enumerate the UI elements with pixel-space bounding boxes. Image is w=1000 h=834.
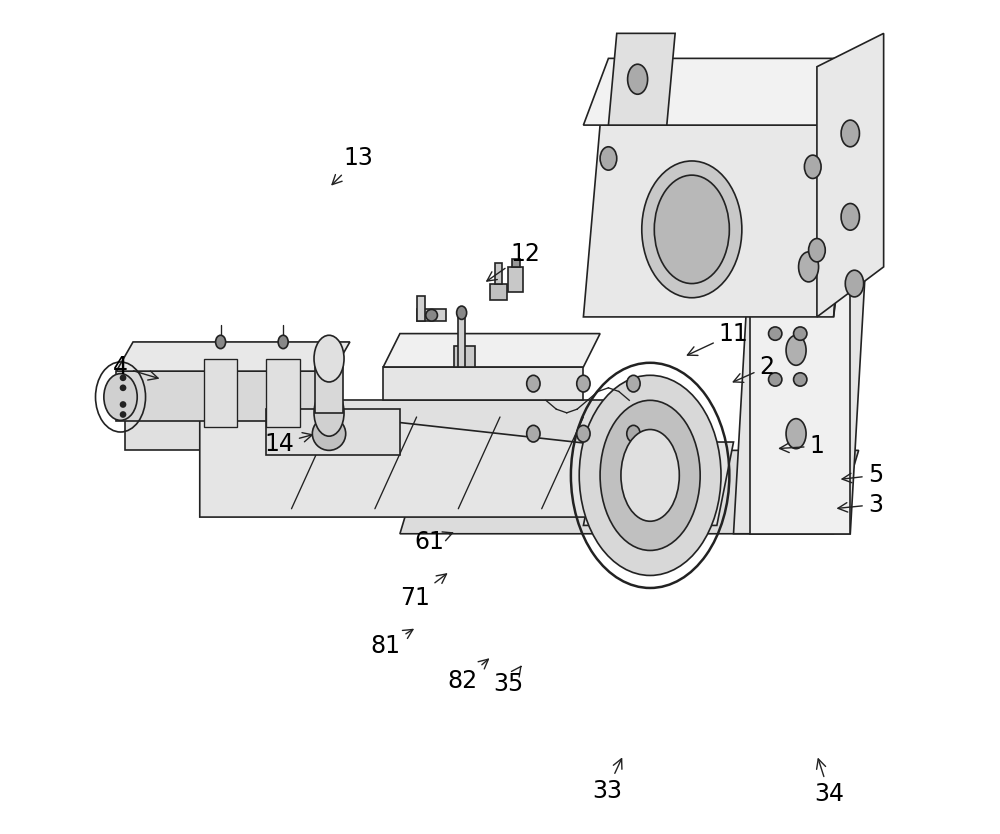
Polygon shape xyxy=(583,125,850,317)
Ellipse shape xyxy=(577,375,590,392)
Ellipse shape xyxy=(841,203,859,230)
Bar xyxy=(508,267,523,292)
Text: 33: 33 xyxy=(592,759,622,802)
Ellipse shape xyxy=(769,373,782,386)
Ellipse shape xyxy=(627,375,640,392)
Ellipse shape xyxy=(799,252,819,282)
Ellipse shape xyxy=(769,327,782,340)
Ellipse shape xyxy=(216,335,226,349)
Ellipse shape xyxy=(600,400,700,550)
Polygon shape xyxy=(266,409,400,455)
Polygon shape xyxy=(734,242,867,534)
Text: 4: 4 xyxy=(113,355,158,380)
Bar xyxy=(490,284,507,300)
Ellipse shape xyxy=(314,389,344,436)
Bar xyxy=(750,242,850,534)
Ellipse shape xyxy=(809,239,825,262)
Ellipse shape xyxy=(628,64,648,94)
Text: 13: 13 xyxy=(332,147,373,184)
Polygon shape xyxy=(834,58,859,317)
Bar xyxy=(417,309,446,321)
Ellipse shape xyxy=(579,375,721,575)
Ellipse shape xyxy=(654,175,729,284)
Ellipse shape xyxy=(121,402,126,407)
Bar xyxy=(417,296,425,321)
Ellipse shape xyxy=(121,412,126,417)
Polygon shape xyxy=(200,400,650,517)
Polygon shape xyxy=(608,33,675,125)
Ellipse shape xyxy=(804,155,821,178)
Polygon shape xyxy=(266,359,300,427)
Ellipse shape xyxy=(121,385,126,390)
Polygon shape xyxy=(400,450,859,534)
Ellipse shape xyxy=(426,309,437,321)
Ellipse shape xyxy=(627,425,640,442)
Ellipse shape xyxy=(457,306,467,319)
Bar xyxy=(495,263,502,284)
Ellipse shape xyxy=(845,270,864,297)
Bar xyxy=(512,259,520,267)
Ellipse shape xyxy=(600,147,617,170)
Polygon shape xyxy=(125,400,650,450)
Polygon shape xyxy=(817,33,884,317)
Ellipse shape xyxy=(527,425,540,442)
Ellipse shape xyxy=(621,430,679,521)
Ellipse shape xyxy=(314,335,344,382)
Text: 1: 1 xyxy=(780,435,824,458)
Bar xyxy=(458,317,465,367)
Ellipse shape xyxy=(527,375,540,392)
Ellipse shape xyxy=(121,375,126,380)
Text: 35: 35 xyxy=(493,666,523,696)
Ellipse shape xyxy=(794,327,807,340)
Text: 3: 3 xyxy=(838,493,883,516)
Ellipse shape xyxy=(786,335,806,365)
Bar xyxy=(315,363,343,413)
Polygon shape xyxy=(116,371,333,421)
Text: 82: 82 xyxy=(447,659,488,693)
Text: 5: 5 xyxy=(842,464,883,487)
Text: 12: 12 xyxy=(487,243,540,281)
Polygon shape xyxy=(383,367,583,400)
Ellipse shape xyxy=(794,373,807,386)
Polygon shape xyxy=(116,342,350,371)
Ellipse shape xyxy=(841,120,859,147)
Text: 14: 14 xyxy=(264,432,312,455)
Ellipse shape xyxy=(278,335,288,349)
Text: 81: 81 xyxy=(371,630,413,658)
Text: 11: 11 xyxy=(687,322,748,355)
Polygon shape xyxy=(583,442,734,525)
Ellipse shape xyxy=(642,161,742,298)
Ellipse shape xyxy=(786,419,806,449)
Polygon shape xyxy=(204,359,237,427)
Polygon shape xyxy=(383,334,600,367)
Ellipse shape xyxy=(104,374,137,420)
Bar xyxy=(454,346,475,367)
Ellipse shape xyxy=(577,425,590,442)
Ellipse shape xyxy=(312,417,346,450)
Text: 71: 71 xyxy=(400,574,447,610)
Text: 61: 61 xyxy=(414,530,453,554)
Polygon shape xyxy=(583,58,859,125)
Text: 34: 34 xyxy=(814,759,844,806)
Text: 2: 2 xyxy=(733,355,774,382)
